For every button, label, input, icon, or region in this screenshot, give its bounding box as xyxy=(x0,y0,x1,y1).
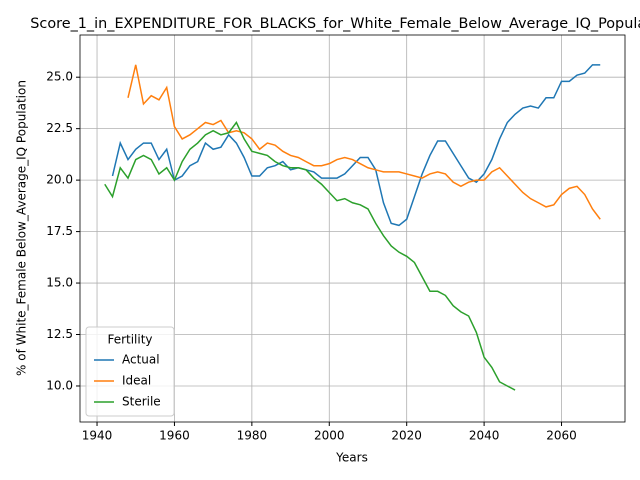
x-tick-label: 2040 xyxy=(469,429,500,443)
x-tick-label: 2060 xyxy=(546,429,577,443)
line xyxy=(111,64,601,227)
plot-frame xyxy=(79,34,626,423)
line xyxy=(127,64,601,220)
y-tick-label: 17.5 xyxy=(46,224,73,238)
legend-box xyxy=(85,326,175,417)
legend-title: Fertility xyxy=(107,333,152,347)
y-tick-label: 12.5 xyxy=(46,327,73,341)
x-tick-label: 2000 xyxy=(314,429,345,443)
legend-label: Sterile xyxy=(122,395,161,409)
line xyxy=(104,121,516,391)
x-tick-label: 1940 xyxy=(82,429,113,443)
y-tick-label: 25.0 xyxy=(46,70,73,84)
x-tick-label: 1960 xyxy=(159,429,190,443)
y-tick-label: 15.0 xyxy=(46,276,73,290)
y-tick-label: 10.0 xyxy=(46,378,73,392)
legend-label: Actual xyxy=(122,353,160,367)
legend-label: Ideal xyxy=(122,374,151,388)
x-tick-label: 2020 xyxy=(391,429,422,443)
chart-title: Score_1_in_EXPENDITURE_FOR_BLACKS_for_Wh… xyxy=(30,16,640,32)
y-axis-label: % of White_Female Below_Average_IQ Popul… xyxy=(15,80,29,376)
y-tick-label: 20.0 xyxy=(46,173,73,187)
x-tick-label: 1980 xyxy=(237,429,268,443)
y-tick-label: 22.5 xyxy=(46,121,73,135)
x-axis-label: Years xyxy=(335,451,368,465)
